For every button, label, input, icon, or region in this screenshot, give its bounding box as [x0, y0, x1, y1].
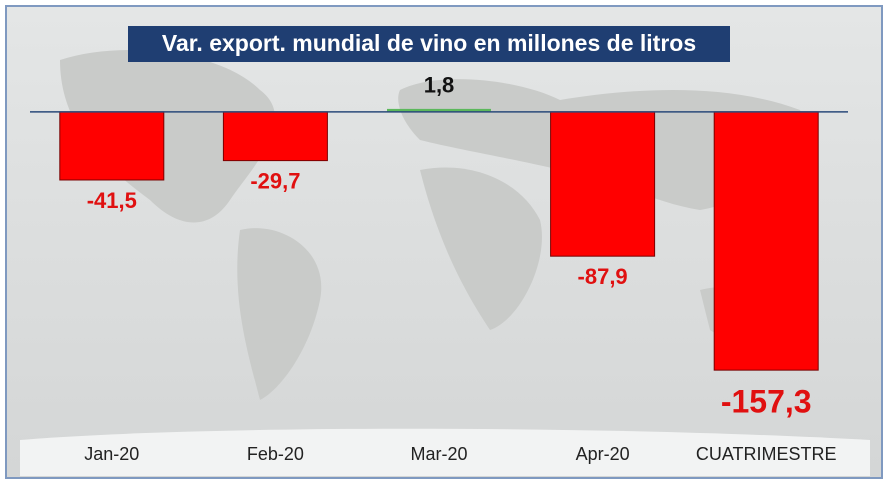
x-tick-label: Mar-20 [410, 444, 467, 464]
value-label: -29,7 [250, 168, 300, 193]
bar [387, 108, 491, 112]
x-tick-label: Jan-20 [84, 444, 139, 464]
x-tick-label: Apr-20 [576, 444, 630, 464]
value-label: -157,3 [721, 384, 812, 420]
bar [550, 111, 656, 257]
bar [59, 111, 165, 181]
bar [222, 111, 328, 162]
value-label: 1,8 [424, 73, 455, 98]
bar [713, 111, 819, 371]
value-label: -87,9 [578, 264, 628, 289]
x-tick-label: CUATRIMESTRE [696, 444, 837, 464]
value-label: -41,5 [87, 188, 137, 213]
title-box [128, 26, 730, 62]
x-tick-label: Feb-20 [247, 444, 304, 464]
chart-title: Var. export. mundial de vino en millones… [162, 30, 696, 56]
